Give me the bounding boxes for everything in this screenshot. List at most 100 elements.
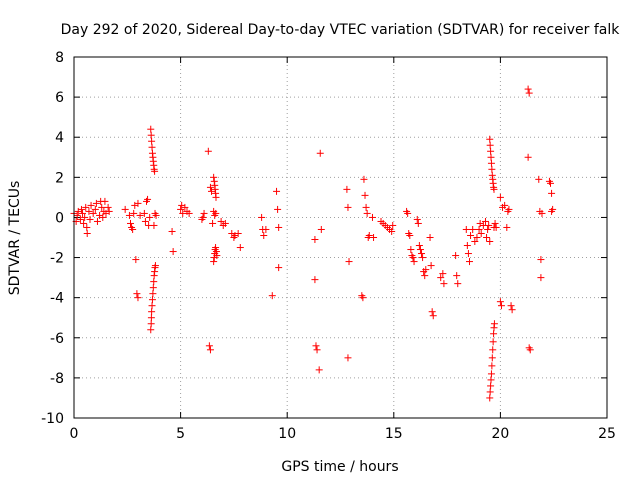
data-point (140, 209, 148, 217)
data-point (91, 205, 99, 213)
data-point (429, 312, 437, 320)
data-point (316, 149, 324, 157)
data-point (212, 209, 220, 217)
data-point (487, 147, 495, 155)
data-point (210, 173, 218, 181)
data-point (486, 141, 494, 149)
data-point (487, 370, 495, 378)
data-point (487, 382, 495, 390)
data-point (439, 270, 447, 278)
data-point (487, 153, 495, 161)
data-point (274, 205, 282, 213)
data-point (497, 302, 505, 310)
data-point (489, 338, 497, 346)
data-point (454, 280, 462, 288)
y-axis-label: SDTVAR / TECUs (7, 181, 23, 296)
data-point (148, 302, 156, 310)
grid-lines (74, 57, 607, 418)
data-point (86, 215, 94, 223)
x-tick-label: 20 (491, 426, 509, 442)
data-point (404, 209, 412, 217)
data-point (465, 258, 473, 266)
data-point (419, 254, 427, 262)
data-point (148, 137, 156, 145)
data-point (212, 193, 220, 201)
data-point (388, 227, 396, 235)
data-point (489, 346, 497, 354)
y-tick-label: -6 (50, 331, 64, 347)
axis-ticks: 0 5 10 15 20 25 -10 -8 -6 -4 -2 0 2 4 6 8 (41, 50, 616, 442)
data-point (77, 205, 85, 213)
x-tick-label: 0 (70, 426, 79, 442)
data-point (496, 298, 504, 306)
data-point (260, 231, 268, 239)
chart-title: Day 292 of 2020, Sidereal Day-to-day VTE… (61, 22, 621, 38)
data-point (490, 330, 498, 338)
data-point (99, 213, 107, 221)
data-points (70, 85, 557, 402)
y-tick-label: 6 (55, 90, 64, 106)
data-point (452, 252, 460, 260)
data-point (181, 203, 189, 211)
data-point (503, 223, 511, 231)
data-point (484, 225, 492, 233)
data-point (488, 362, 496, 370)
data-point (486, 388, 494, 396)
data-point (428, 308, 436, 316)
data-point (344, 354, 352, 362)
data-point (204, 147, 212, 155)
data-point (477, 229, 485, 237)
data-point (134, 294, 142, 302)
data-point (490, 185, 498, 193)
data-point (148, 143, 156, 151)
data-point (141, 217, 149, 225)
data-point (508, 306, 516, 314)
data-point (213, 252, 221, 260)
data-point (200, 209, 208, 217)
data-point (537, 256, 545, 264)
data-point (407, 246, 415, 254)
data-point (92, 199, 100, 207)
data-point (486, 135, 494, 143)
data-point (147, 131, 155, 139)
data-point (486, 394, 494, 402)
data-point (488, 165, 496, 173)
y-tick-label: -2 (50, 251, 64, 267)
data-point (151, 209, 159, 217)
data-point (234, 229, 242, 237)
data-point (208, 187, 216, 195)
data-point (505, 205, 513, 213)
data-point (210, 258, 218, 266)
data-point (507, 302, 515, 310)
data-point (315, 366, 323, 374)
data-point (524, 85, 532, 93)
data-point (365, 231, 373, 239)
data-point (416, 246, 424, 254)
plot-frame (73, 56, 608, 419)
data-point (85, 207, 93, 215)
data-point (437, 274, 445, 282)
data-point (415, 242, 423, 250)
data-point (389, 221, 397, 229)
data-point (144, 195, 152, 203)
data-point (236, 244, 244, 252)
data-point (148, 308, 156, 316)
data-point (473, 234, 481, 241)
data-point (469, 225, 477, 233)
data-point (179, 209, 187, 217)
data-point (148, 296, 156, 304)
data-point (535, 175, 543, 183)
data-point (361, 191, 369, 199)
data-point (147, 125, 155, 133)
data-point (413, 215, 421, 223)
data-point (462, 225, 470, 233)
data-point (486, 238, 494, 246)
data-point (73, 211, 81, 219)
y-tick-label: 2 (55, 170, 64, 186)
x-tick-label: 10 (278, 426, 296, 442)
data-point (345, 258, 353, 266)
data-point (275, 223, 283, 231)
data-point (311, 276, 319, 284)
data-point (414, 219, 422, 227)
